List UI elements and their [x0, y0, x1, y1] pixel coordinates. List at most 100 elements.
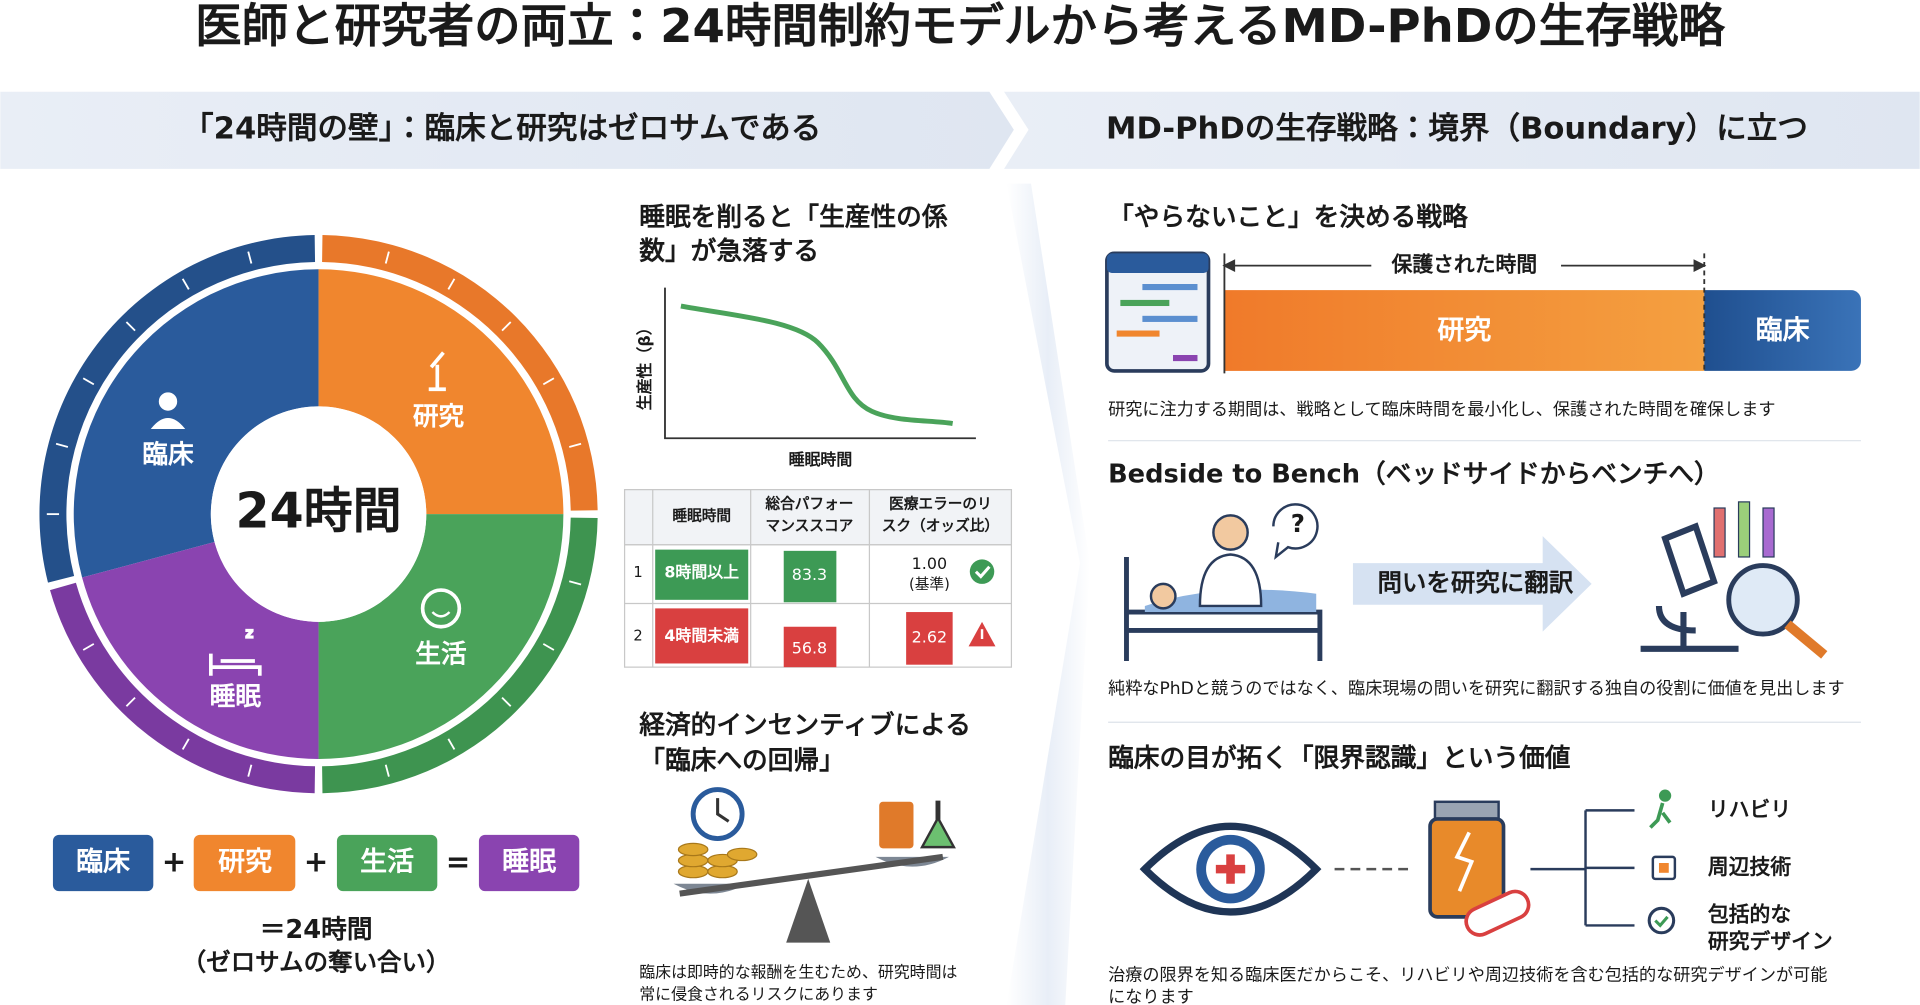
bedside-illustration: [1198, 553, 1263, 608]
donut-shape: [82, 542, 319, 759]
segment-label: 研究: [413, 402, 465, 432]
donut-shape: [50, 582, 316, 794]
schedule-bar: [1105, 251, 1861, 374]
bedside-illustration: [1737, 501, 1751, 558]
scale-icon: [677, 842, 758, 879]
title: 医師と研究者の両立：24時間制約モデルから考えるMD-PhDの生存戦略: [195, 0, 1726, 53]
table-grid: [783, 626, 837, 668]
banner-bg: [1004, 91, 1920, 169]
schedule-bar: [1116, 330, 1160, 337]
bar-label: 臨床: [1756, 315, 1810, 346]
table-grid: [655, 549, 749, 600]
donut-shape: [542, 643, 555, 651]
schedule-bar: [1224, 290, 1705, 371]
left-banner: 「24時間の壁」：臨床と研究はゼロサムである: [183, 111, 821, 146]
row-index: 2: [633, 628, 642, 645]
donut-shape: [568, 442, 582, 448]
schedule-bar: [1142, 315, 1198, 322]
section-caption: 純粋なPhDと競うのではなく、臨床現場の問いを研究に翻訳する独自の役割に価値を見…: [1108, 679, 1845, 699]
limits-illustration: [1649, 802, 1672, 829]
table-grid: [623, 489, 1013, 546]
section-heading: Bedside to Bench（ベッドサイドからベンチへ）: [1108, 459, 1720, 489]
scale-icon: [786, 878, 831, 943]
equation-result: ＝24時間: [260, 915, 373, 945]
risk-cell: 1.00: [912, 554, 947, 573]
chart-heading: 数」が急落する: [639, 236, 819, 267]
section-caption: になります: [1108, 988, 1194, 1005]
incentive-heading: 「臨床への回帰」: [639, 745, 844, 776]
limit-item: 包括的な: [1707, 903, 1791, 927]
scale-icon: [879, 801, 914, 849]
equation-term: 研究: [218, 847, 272, 878]
incentive-heading: 経済的インセンティブによる: [639, 709, 971, 740]
donut-shape: [322, 517, 598, 794]
equation-term: 睡眠: [502, 847, 556, 878]
bedside-illustration: [1726, 563, 1800, 637]
limit-item: リハビリ: [1708, 797, 1791, 821]
table-grid: [969, 559, 995, 584]
donut-center: 24時間: [236, 483, 402, 540]
scale-icon: [919, 800, 956, 849]
donut-shape: [318, 269, 564, 515]
donut-shape: [568, 580, 582, 586]
equation-result: （ゼロサムの奪い合い）: [182, 947, 451, 976]
schedule-bar: [1704, 290, 1861, 371]
table-header: マンススコア: [766, 517, 854, 534]
donut-shape: [39, 235, 316, 583]
limits-illustration: [1464, 889, 1531, 937]
donut-shape: [181, 278, 190, 290]
bedside-illustration: [1640, 522, 1739, 652]
segment-icons: [150, 418, 186, 430]
segment-icons: [431, 611, 451, 618]
donut-shape: [318, 514, 564, 759]
table-grid: [655, 608, 749, 664]
section-caption: 研究に注力する期間は、戦略として臨床時間を最小化し、保護された時間を確保します: [1108, 400, 1775, 420]
table-grid: [623, 489, 1013, 668]
banner-bg: [0, 91, 1014, 169]
scale-icon: [716, 798, 730, 823]
table-grid: [906, 612, 953, 665]
chart-heading: 睡眠を削ると「生産性の係: [639, 201, 948, 232]
donut-shape: [73, 269, 319, 578]
equation-term: 臨床: [76, 847, 130, 878]
banner-bg: [1006, 183, 1090, 1005]
table-grid: [783, 550, 837, 603]
bedside-illustration: [1212, 514, 1249, 551]
table-header: 医療エラーのリ: [889, 494, 992, 512]
risk-cell: 2.62: [912, 627, 947, 646]
bedside-illustration: [1272, 503, 1319, 560]
sleep-curve: [680, 303, 954, 426]
table-header: スク（オッズ比）: [882, 516, 999, 534]
incentive-caption: 臨床は即時的な報酬を生むため、研究時間は: [639, 963, 957, 982]
bedside-illustration: [1784, 620, 1828, 659]
segment-icons: [158, 392, 178, 411]
protected-label: 保護された時間: [1391, 253, 1538, 277]
donut-shape: [210, 406, 427, 622]
table-grid: [974, 565, 991, 579]
donut-shape: [384, 251, 390, 264]
schedule-bar: [1142, 283, 1198, 291]
bedside-illustration: [1713, 507, 1726, 558]
equation-boxes: [52, 834, 580, 892]
limits-illustration: [1215, 854, 1246, 884]
schedule-bar: [1106, 253, 1209, 273]
risk-cell: (基準): [909, 576, 950, 593]
donut-shape: [181, 738, 190, 750]
equation-boxes: [336, 834, 438, 892]
limits-illustration: [1433, 800, 1500, 821]
zz-icon: z: [245, 625, 254, 642]
bedside-illustration: [1352, 536, 1592, 632]
donut-shape: [125, 321, 136, 332]
segment-icons: [209, 653, 262, 676]
segment-label: 生活: [415, 639, 467, 669]
incentive-caption: 常に侵食されるリスクにあります: [639, 985, 878, 1004]
equation-term: 生活: [360, 847, 414, 878]
operator: +: [304, 845, 329, 879]
donut-shape: [55, 442, 69, 448]
donut: [39, 235, 598, 794]
donut-shape: [82, 643, 95, 651]
segment-icons: z: [150, 351, 462, 676]
donut-shape: [247, 251, 253, 264]
schedule-bar: [1172, 354, 1198, 362]
